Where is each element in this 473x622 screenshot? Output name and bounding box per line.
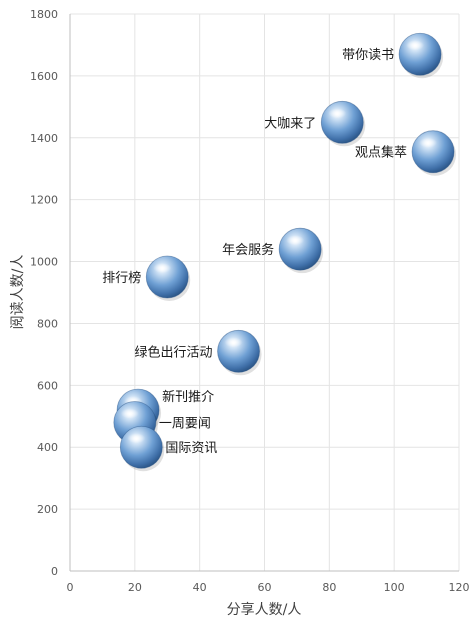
point-label: 大咖来了 xyxy=(264,116,316,131)
y-tick-label: 400 xyxy=(37,441,58,454)
x-axis-title: 分享人数/人 xyxy=(227,601,302,618)
point-label: 观点集萃 xyxy=(355,145,407,161)
x-tick-label: 20 xyxy=(128,581,142,594)
y-tick-label: 1600 xyxy=(30,70,58,83)
bubble-point xyxy=(145,255,191,302)
point-label: 绿色出行活动 xyxy=(135,344,213,360)
bubble-point xyxy=(217,329,262,376)
point-label: 新刊推介 xyxy=(162,389,214,405)
y-tick-label: 200 xyxy=(37,503,58,516)
y-tick-label: 1800 xyxy=(30,8,58,21)
x-tick-label: 60 xyxy=(258,581,272,594)
x-tick-label: 80 xyxy=(322,581,336,594)
bubbles xyxy=(113,32,457,472)
y-tick-label: 1400 xyxy=(30,132,58,145)
bubble-point xyxy=(398,32,444,79)
point-label: 年会服务 xyxy=(222,242,274,258)
point-label: 国际资讯 xyxy=(165,441,217,456)
y-tick-label: 1000 xyxy=(30,256,58,269)
x-tick-label: 100 xyxy=(384,581,405,594)
x-tick-label: 0 xyxy=(67,581,74,594)
grid xyxy=(70,13,460,571)
y-tick-label: 600 xyxy=(37,379,58,392)
point-label: 排行榜 xyxy=(102,270,141,286)
y-axis-title: 阅读人数/人 xyxy=(9,255,26,330)
axes xyxy=(69,14,459,572)
x-tick-label: 120 xyxy=(449,581,470,594)
y-tick-labels: 0 200 400 600 800 1000 1200 1400 1600 1800 xyxy=(30,8,58,578)
y-tick-label: 800 xyxy=(37,317,58,330)
point-label: 带你读书 xyxy=(342,48,394,63)
bubble-point xyxy=(411,130,457,176)
x-tick-label: 40 xyxy=(193,581,207,594)
y-tick-label: 0 xyxy=(51,565,58,578)
x-tick-labels: 0 20 40 60 80 100 120 xyxy=(67,581,470,594)
bubble-point xyxy=(278,227,324,274)
point-label: 一周要闻 xyxy=(159,416,211,431)
bubble-point xyxy=(320,100,366,147)
bubble-point xyxy=(119,425,165,472)
y-tick-label: 1200 xyxy=(30,194,58,207)
